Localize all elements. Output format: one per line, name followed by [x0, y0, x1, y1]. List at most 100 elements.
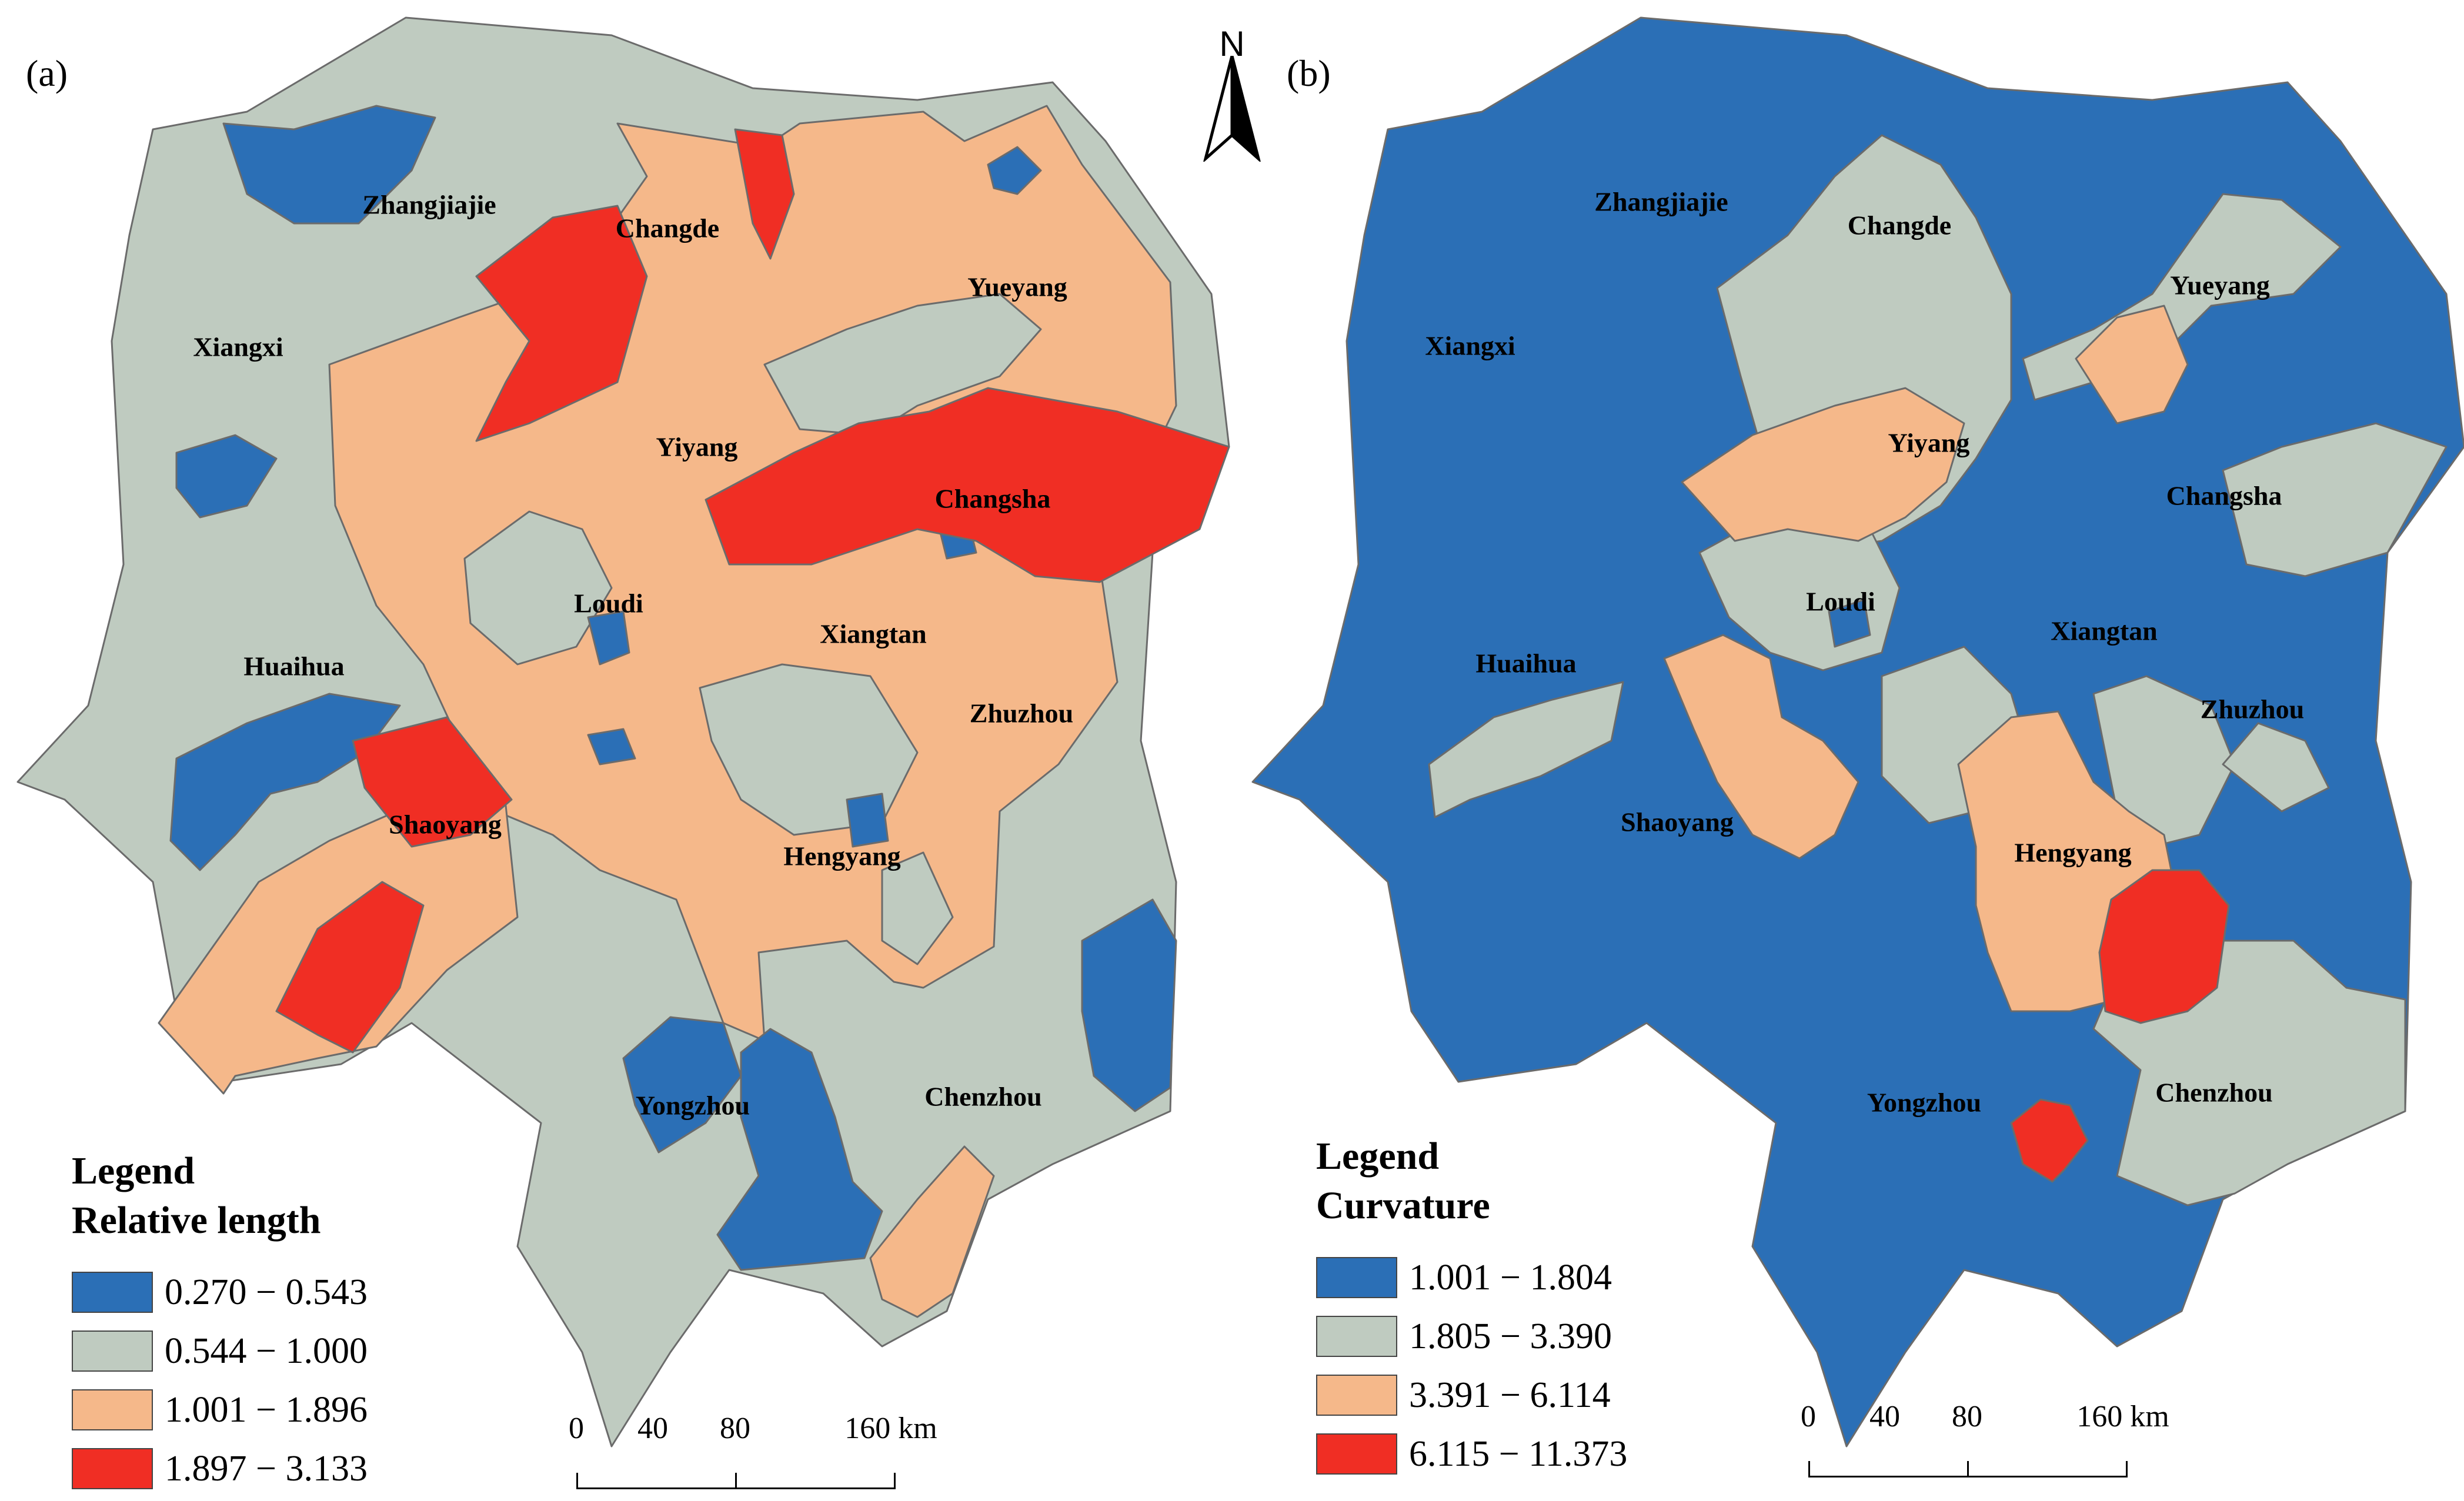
city-label-b-huaihua: Huaihua — [1475, 648, 1577, 678]
scale-b-tick — [2126, 1461, 2128, 1477]
legend-a-swatch — [72, 1330, 153, 1372]
legend-a-title: Relative length — [72, 1199, 321, 1242]
city-label-b-zhuzhou: Zhuzhou — [2200, 694, 2305, 724]
scale-b-label-160km: 160 km — [2076, 1400, 2169, 1433]
city-label-b-chenzhou: Chenzhou — [2155, 1077, 2273, 1108]
north-arrow: N — [1200, 24, 1264, 162]
map-a-region-red-shaoyang — [352, 716, 513, 848]
city-label-b-changsha: Changsha — [2166, 480, 2282, 511]
map-a-region-orange-se — [869, 1145, 995, 1318]
scale-a-label-0: 0 — [569, 1412, 584, 1445]
legend-a-heading: Legend — [72, 1149, 195, 1192]
city-label-b-yiyang: Yiyang — [1888, 427, 1970, 458]
legend-b-row: 3.391 − 6.114 — [1316, 1366, 1627, 1425]
legend-b-title: Curvature — [1316, 1184, 1490, 1227]
legend-b-swatch — [1316, 1433, 1397, 1475]
map-b-region-blue-loudi — [1828, 599, 1871, 648]
legend-a-swatch — [72, 1389, 153, 1430]
city-label-a-zhuzhou: Zhuzhou — [969, 698, 1074, 728]
map-a-region-red-changsha — [705, 387, 1230, 583]
city-label-a-yueyang: Yueyang — [967, 272, 1067, 302]
map-b-region-orange-yiyang — [1681, 387, 1965, 542]
city-label-a-changde: Changde — [615, 213, 720, 243]
map-a-region-red-changde — [475, 205, 648, 442]
city-label-b-xiangxi: Xiangxi — [1425, 330, 1515, 361]
map-a-region-blue-zhangjiajie — [222, 105, 436, 225]
legend-b-swatch — [1316, 1316, 1397, 1357]
map-a-region-blue-chenzhou — [716, 1028, 883, 1271]
map-a-region-grey-hengyang-east — [881, 851, 954, 965]
legend-a-row: 0.270 − 0.543 — [72, 1263, 368, 1322]
legend-a-range: 0.544 − 1.000 — [165, 1330, 368, 1371]
scale-b-tick — [1808, 1461, 1810, 1477]
scale-b-label-40: 40 — [1869, 1400, 1900, 1433]
legend-b-swatch — [1316, 1257, 1397, 1298]
map-b-region-orange-yueyang — [2075, 305, 2189, 424]
scale-a-label-80: 80 — [720, 1412, 750, 1445]
legend-a-range: 0.270 − 0.543 — [165, 1272, 368, 1312]
city-label-a-zhangjiajie: Zhangjiajie — [362, 189, 496, 220]
scalebar-a: 0 40 80 160 km — [565, 1411, 937, 1499]
scale-a-label-160km: 160 km — [844, 1412, 937, 1445]
scale-b-bar — [1808, 1476, 2128, 1477]
legend-a-row: 1.001 − 1.896 — [72, 1380, 368, 1439]
city-label-a-loudi: Loudi — [574, 588, 643, 619]
legend-a-swatch — [72, 1272, 153, 1313]
city-label-a-xiangxi: Xiangxi — [193, 332, 283, 362]
map-b — [1251, 16, 2464, 1447]
scale-b-label-0: 0 — [1801, 1400, 1816, 1433]
map-a — [16, 16, 1230, 1447]
legend-b: Legend Curvature 1.001 − 1.804 1.805 − 3… — [1316, 1132, 1627, 1483]
city-label-b-loudi: Loudi — [1806, 586, 1875, 617]
city-label-b-xiangtan: Xiangtan — [2051, 616, 2158, 646]
city-label-a-huaihua: Huaihua — [243, 651, 345, 681]
north-arrow-icon — [1203, 56, 1261, 162]
map-a-region-blue-small-2 — [846, 793, 889, 848]
map-a-region-red-southwest — [275, 881, 425, 1054]
map-b-region-grey-huaihua — [1428, 681, 1624, 818]
scale-a-tick — [894, 1473, 896, 1489]
city-label-a-changsha: Changsha — [934, 483, 1051, 514]
scalebar-b: 0 40 80 160 km — [1797, 1399, 2169, 1487]
city-label-a-xiangtan: Xiangtan — [820, 619, 927, 649]
city-label-b-shaoyang: Shaoyang — [1621, 807, 1734, 837]
map-a-region-blue-shaoyang — [169, 693, 401, 871]
map-b-region-red-small — [2010, 1098, 2089, 1183]
map-a-region-red-north — [734, 128, 795, 260]
legend-b-swatch — [1316, 1375, 1397, 1416]
map-b-region-red-large — [2098, 869, 2230, 1024]
city-label-b-hengyang: Hengyang — [2014, 837, 2132, 868]
legend-b-range: 6.115 − 11.373 — [1409, 1433, 1628, 1474]
scale-a-tick — [576, 1473, 578, 1489]
map-b-region-orange-shaoyang — [1663, 634, 1859, 860]
map-a-region-blue-yueyang — [987, 146, 1042, 195]
legend-a: Legend Relative length 0.270 − 0.543 0.5… — [72, 1146, 368, 1498]
map-a-region-blue-yongzhou — [622, 1016, 742, 1154]
map-a-region-blue-east — [1081, 898, 1177, 1112]
scale-b-label-80: 80 — [1952, 1400, 1982, 1433]
legend-a-range: 1.001 − 1.896 — [165, 1389, 368, 1430]
city-label-b-zhangjiajie: Zhangjiajie — [1594, 186, 1728, 217]
city-label-a-yiyang: Yiyang — [656, 432, 738, 462]
scale-a-bar — [576, 1487, 896, 1489]
legend-b-heading: Legend — [1316, 1135, 1440, 1178]
map-a-region-blue-xiangxi — [175, 434, 278, 519]
city-label-a-hengyang: Hengyang — [783, 841, 901, 871]
city-label-b-changde: Changde — [1847, 210, 1952, 240]
legend-a-range: 1.897 − 3.133 — [165, 1448, 368, 1489]
map-a-region-grey-changsha — [763, 293, 1042, 436]
city-label-a-shaoyang: Shaoyang — [389, 809, 502, 840]
legend-a-swatch — [72, 1448, 153, 1489]
panel-b-label: (b) — [1287, 52, 1331, 94]
legend-b-row: 6.115 − 11.373 — [1316, 1425, 1627, 1483]
legend-b-range: 3.391 − 6.114 — [1409, 1375, 1611, 1415]
city-label-b-yueyang: Yueyang — [2170, 270, 2270, 300]
map-a-region-blue-small-4 — [587, 728, 636, 765]
map-b-region-grey-east — [2222, 422, 2448, 577]
scale-b-tick — [1967, 1461, 1969, 1477]
scale-a-tick — [735, 1473, 737, 1489]
city-label-b-yongzhou: Yongzhou — [1867, 1087, 1982, 1118]
city-label-a-yongzhou: Yongzhou — [635, 1090, 750, 1121]
